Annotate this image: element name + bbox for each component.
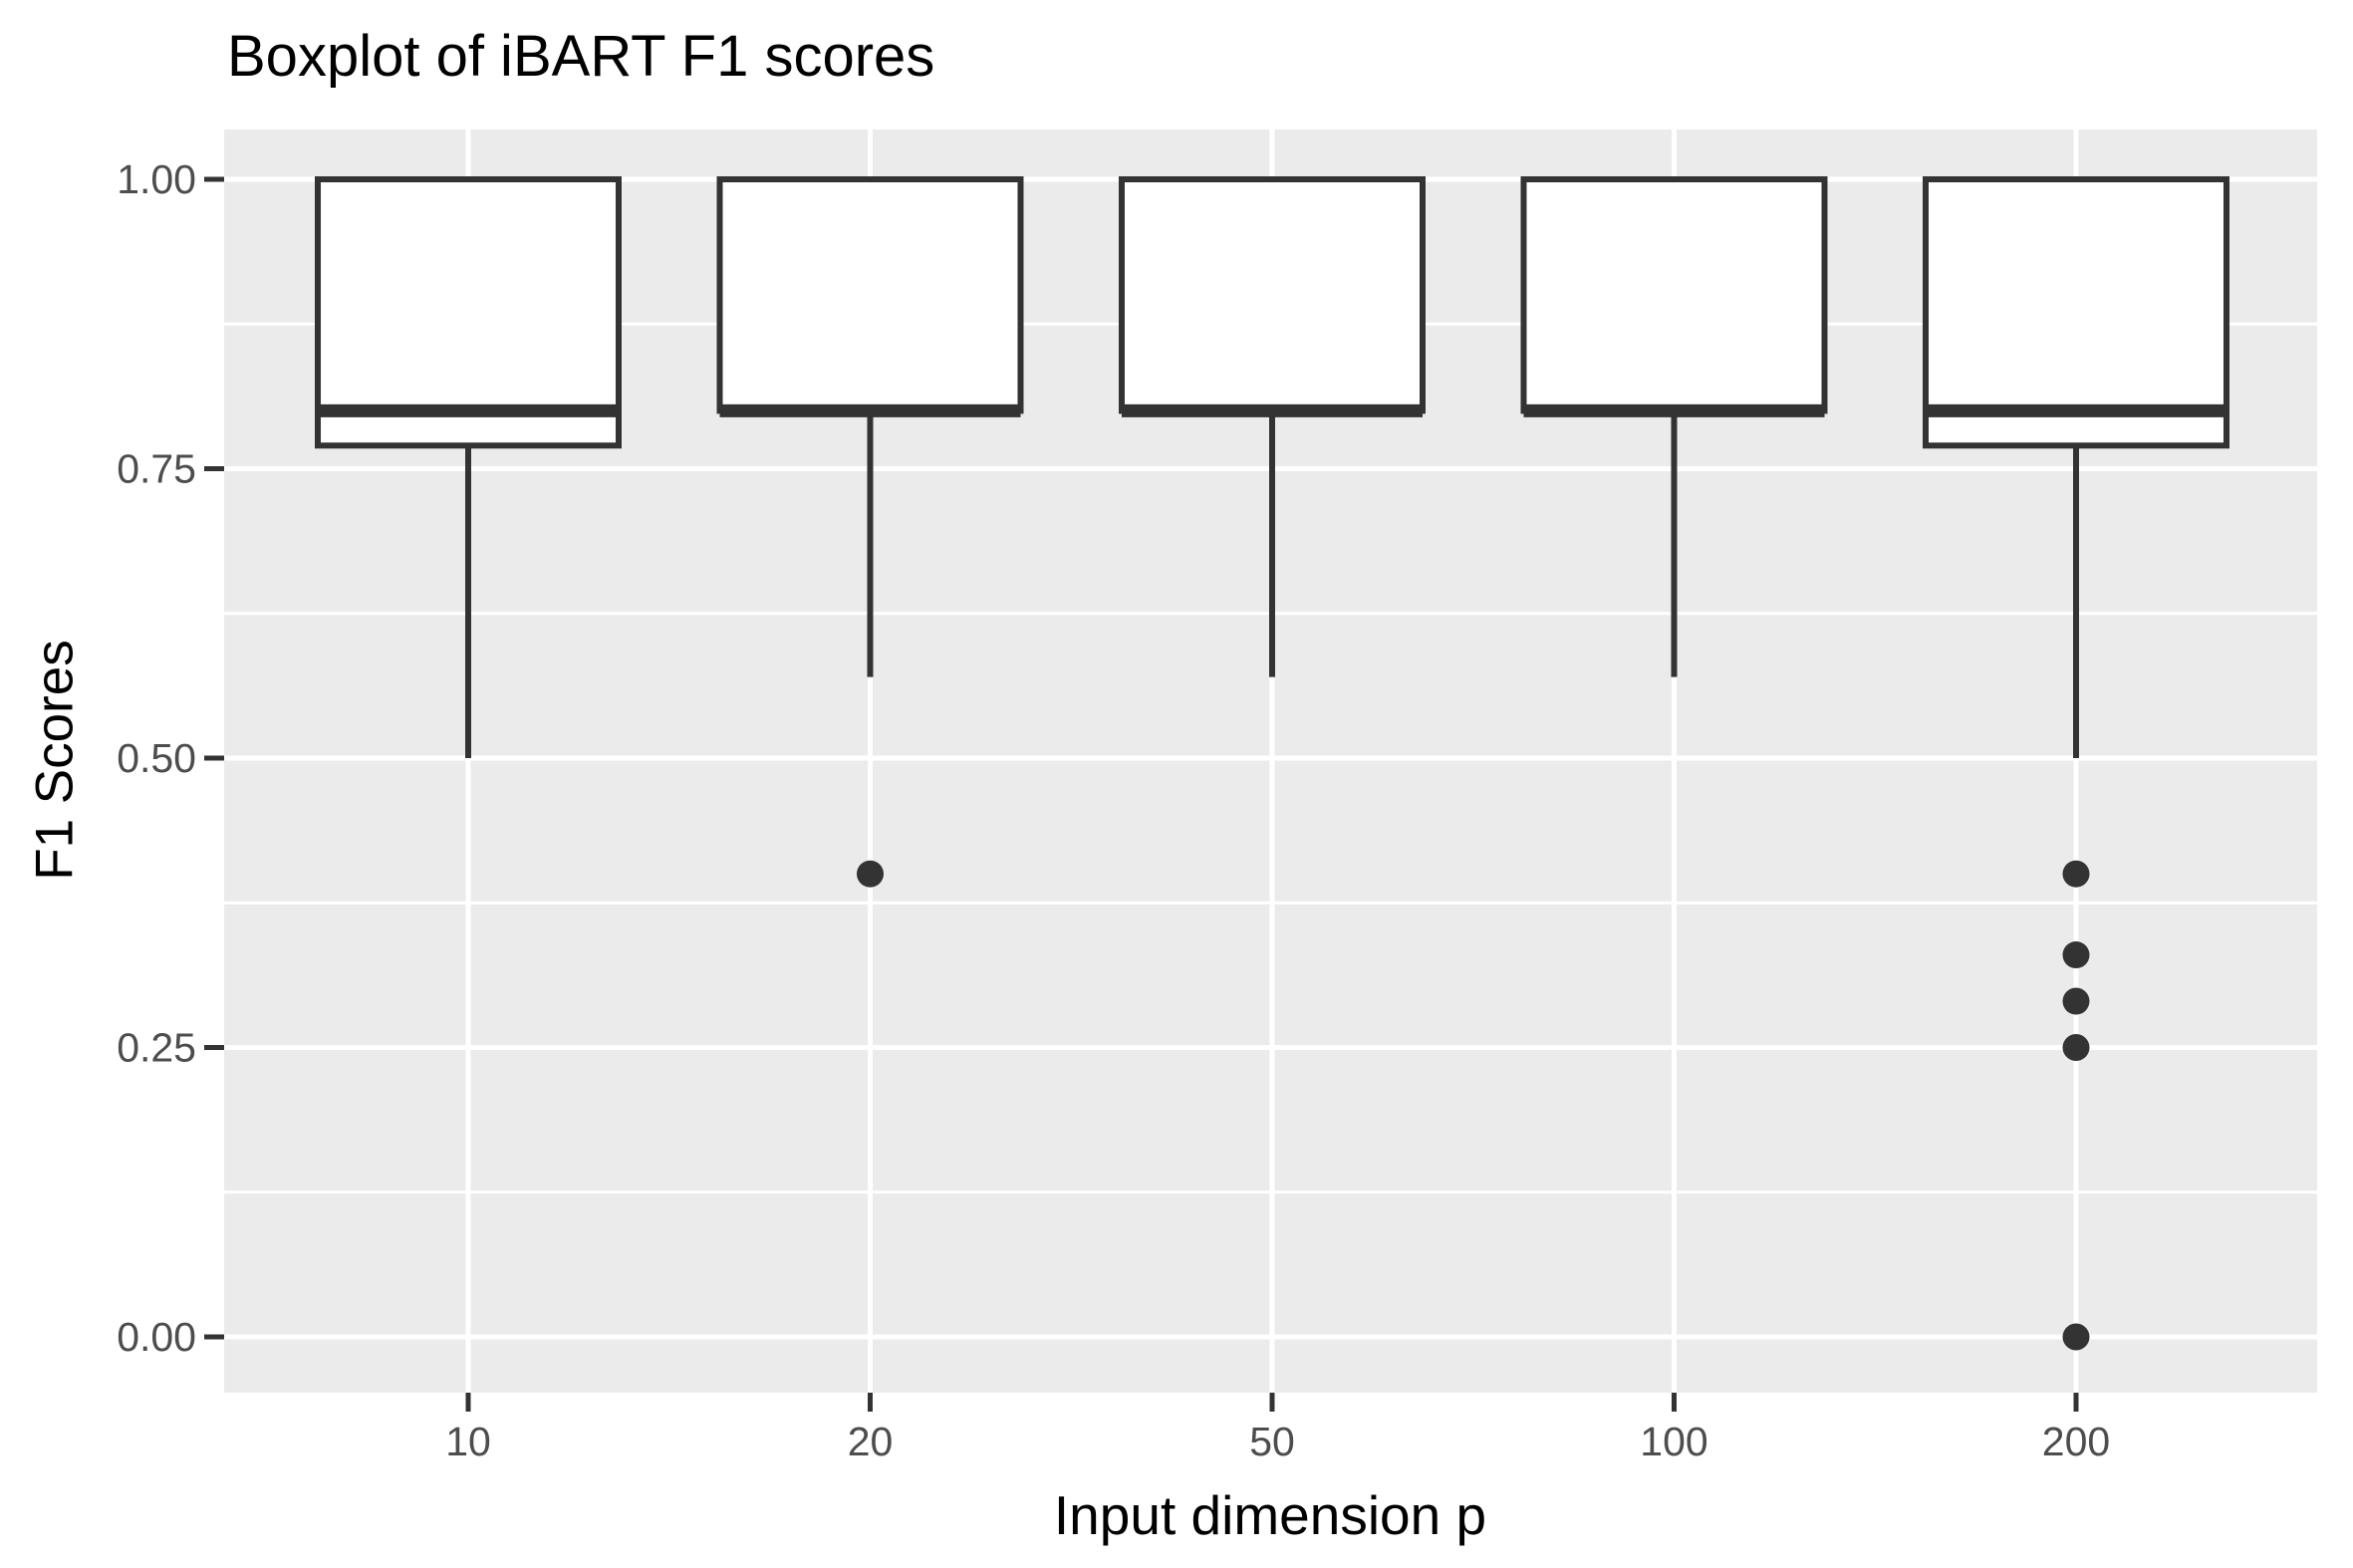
x-tick-label: 50	[1249, 1419, 1295, 1464]
box-iqr	[716, 176, 1024, 414]
x-tick-label: 20	[848, 1419, 894, 1464]
box-iqr	[1520, 176, 1828, 414]
y-tick-label: 1.00	[117, 156, 196, 202]
outlier-point	[2062, 987, 2090, 1015]
outlier-point	[857, 860, 884, 888]
outlier-point	[2062, 860, 2090, 888]
outlier-point	[2062, 941, 2090, 969]
outlier-point	[2062, 1034, 2090, 1061]
y-tick-label: 0.75	[117, 446, 196, 492]
plot-title: Boxplot of iBART F1 scores	[227, 24, 935, 89]
x-axis-title: Input dimension p	[1053, 1484, 1487, 1546]
y-tick-label: 0.00	[117, 1314, 196, 1360]
box-iqr	[315, 176, 622, 449]
x-tick-label: 100	[1640, 1419, 1707, 1464]
y-tick-label: 0.25	[117, 1025, 196, 1071]
box-iqr	[1923, 176, 2229, 449]
x-tick-label: 200	[2042, 1419, 2110, 1464]
y-tick-label: 0.50	[117, 735, 196, 781]
box-iqr	[1119, 176, 1426, 414]
outlier-point	[2062, 1323, 2090, 1351]
x-tick-label: 10	[445, 1419, 491, 1464]
